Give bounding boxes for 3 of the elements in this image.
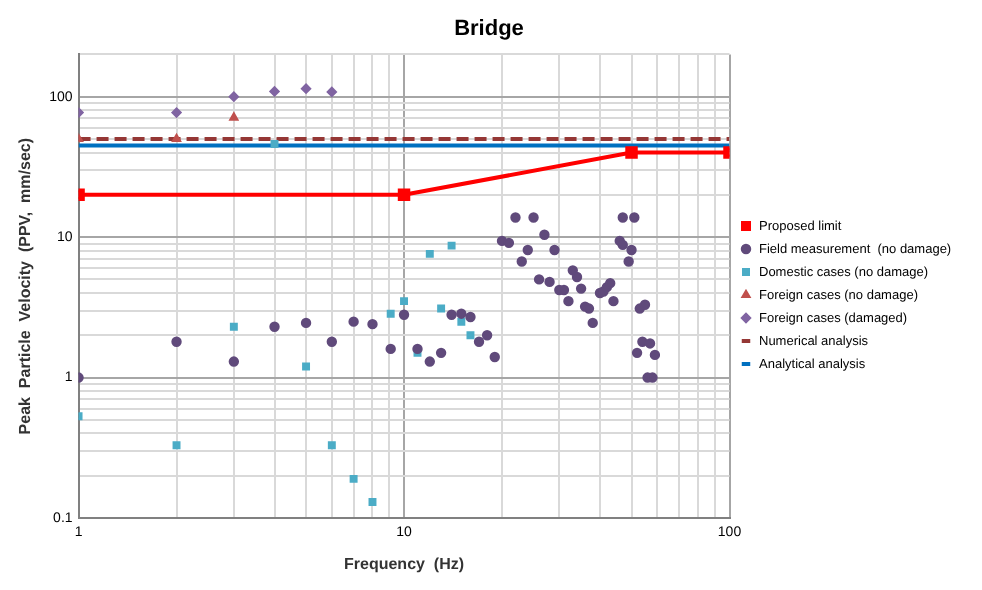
y-axis-title: Peak Particle Velocity (PPV, mm/sec) [16, 137, 35, 435]
chart-title: Bridge [454, 17, 524, 42]
x-axis-title: Frequency (Hz) [344, 554, 465, 573]
